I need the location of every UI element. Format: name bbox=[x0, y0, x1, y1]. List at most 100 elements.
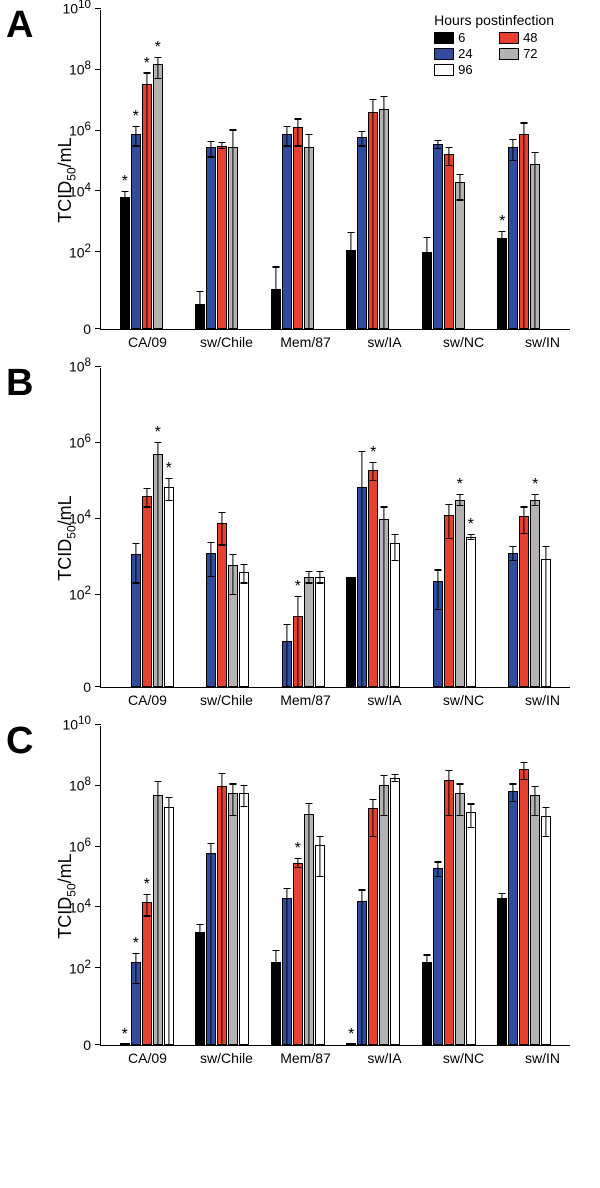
panel-C: CTCID50/mL01021041061081010*****CA/09sw/… bbox=[10, 726, 590, 1066]
significance-star: * bbox=[133, 936, 139, 952]
group-Mem-87: * bbox=[260, 814, 336, 1045]
bar bbox=[433, 868, 443, 1045]
y-tick-label: 0 bbox=[83, 321, 91, 337]
error-cap bbox=[143, 894, 150, 895]
error-bar bbox=[319, 837, 320, 877]
error-cap bbox=[392, 534, 399, 535]
error-cap bbox=[445, 538, 452, 539]
error-cap bbox=[359, 1044, 366, 1045]
bar bbox=[206, 553, 216, 687]
bar bbox=[217, 146, 227, 329]
y-tick bbox=[95, 594, 101, 595]
group-sw-Chile bbox=[185, 146, 261, 329]
bar-24h bbox=[131, 134, 141, 329]
error-bar bbox=[437, 863, 438, 878]
group-sw-IA: * bbox=[336, 470, 412, 687]
error-bar bbox=[437, 571, 438, 611]
bar bbox=[508, 147, 518, 330]
error-cap bbox=[165, 478, 172, 479]
error-cap bbox=[370, 328, 377, 329]
bar: * bbox=[497, 238, 507, 329]
error-cap bbox=[359, 686, 366, 687]
y-tick-label: 0 bbox=[83, 679, 91, 695]
error-cap bbox=[143, 72, 150, 73]
bar-72h bbox=[530, 500, 540, 687]
bar bbox=[519, 134, 529, 329]
error-cap bbox=[283, 145, 290, 146]
error-bar bbox=[297, 120, 298, 147]
y-tick bbox=[95, 69, 101, 70]
x-label: sw/IN bbox=[503, 1050, 582, 1066]
error-bar bbox=[373, 463, 374, 481]
legend-item: 72 bbox=[499, 46, 554, 61]
bar-24h bbox=[508, 553, 518, 687]
bar bbox=[368, 808, 378, 1045]
bar-24h bbox=[433, 868, 443, 1045]
error-cap bbox=[154, 57, 161, 58]
legend-item: 96 bbox=[434, 62, 489, 77]
x-label: sw/Chile bbox=[187, 1050, 266, 1066]
error-cap bbox=[423, 974, 430, 975]
x-axis-labels: CA/09sw/ChileMem/87sw/IAsw/NCsw/IN bbox=[100, 330, 590, 350]
error-cap bbox=[434, 140, 441, 141]
legend-label: 6 bbox=[458, 30, 465, 45]
x-axis-labels: CA/09sw/ChileMem/87sw/IAsw/NCsw/IN bbox=[100, 1046, 590, 1066]
error-bar bbox=[135, 544, 136, 584]
error-bar bbox=[211, 142, 212, 158]
error-bar bbox=[513, 140, 514, 161]
error-cap bbox=[510, 139, 517, 140]
group-sw-NC bbox=[411, 144, 487, 329]
bar bbox=[508, 553, 518, 687]
error-bar bbox=[233, 555, 234, 595]
error-bar bbox=[362, 452, 363, 687]
legend-swatch bbox=[434, 32, 454, 44]
plot-area: 01021041061081010***** bbox=[100, 726, 570, 1046]
error-bar bbox=[244, 786, 245, 807]
error-bar bbox=[395, 535, 396, 561]
bar-48h bbox=[368, 808, 378, 1045]
significance-star: * bbox=[122, 1027, 128, 1043]
bar bbox=[530, 164, 540, 329]
error-bar bbox=[384, 508, 385, 687]
bar-96h bbox=[239, 572, 249, 687]
error-cap bbox=[543, 836, 550, 837]
y-tick-label: 102 bbox=[69, 584, 91, 603]
y-tick-label: 108 bbox=[69, 59, 91, 78]
error-cap bbox=[348, 328, 355, 329]
error-cap bbox=[294, 686, 301, 687]
bar: * bbox=[153, 454, 163, 687]
plot-area: 0102104106108******* bbox=[100, 368, 570, 688]
bar-72h bbox=[153, 64, 163, 329]
error-cap bbox=[521, 779, 528, 780]
x-label: CA/09 bbox=[108, 334, 187, 350]
legend-swatch bbox=[434, 64, 454, 76]
error-cap bbox=[456, 199, 463, 200]
group-sw-IN: * bbox=[487, 500, 563, 687]
error-cap bbox=[532, 152, 539, 153]
bar bbox=[346, 250, 356, 329]
error-bar bbox=[426, 238, 427, 329]
error-cap bbox=[445, 504, 452, 505]
error-cap bbox=[283, 888, 290, 889]
bar-96h bbox=[390, 543, 400, 687]
error-cap bbox=[230, 594, 237, 595]
error-cap bbox=[121, 191, 128, 192]
bar bbox=[433, 144, 443, 329]
bar-48h bbox=[217, 146, 227, 329]
error-bar bbox=[384, 97, 385, 329]
error-cap bbox=[467, 539, 474, 540]
error-cap bbox=[392, 774, 399, 775]
legend-label: 72 bbox=[523, 46, 537, 61]
bar bbox=[357, 487, 367, 687]
significance-star: * bbox=[468, 517, 474, 533]
y-tick-label: 104 bbox=[69, 897, 91, 916]
group-sw-NC bbox=[411, 780, 487, 1045]
bar: * bbox=[466, 537, 476, 687]
bar-6h bbox=[120, 1043, 130, 1045]
bar: * bbox=[346, 1043, 356, 1045]
y-tick bbox=[95, 724, 101, 725]
y-tick-label: 106 bbox=[69, 120, 91, 139]
error-cap bbox=[370, 799, 377, 800]
error-cap bbox=[294, 596, 301, 597]
error-cap bbox=[316, 582, 323, 583]
